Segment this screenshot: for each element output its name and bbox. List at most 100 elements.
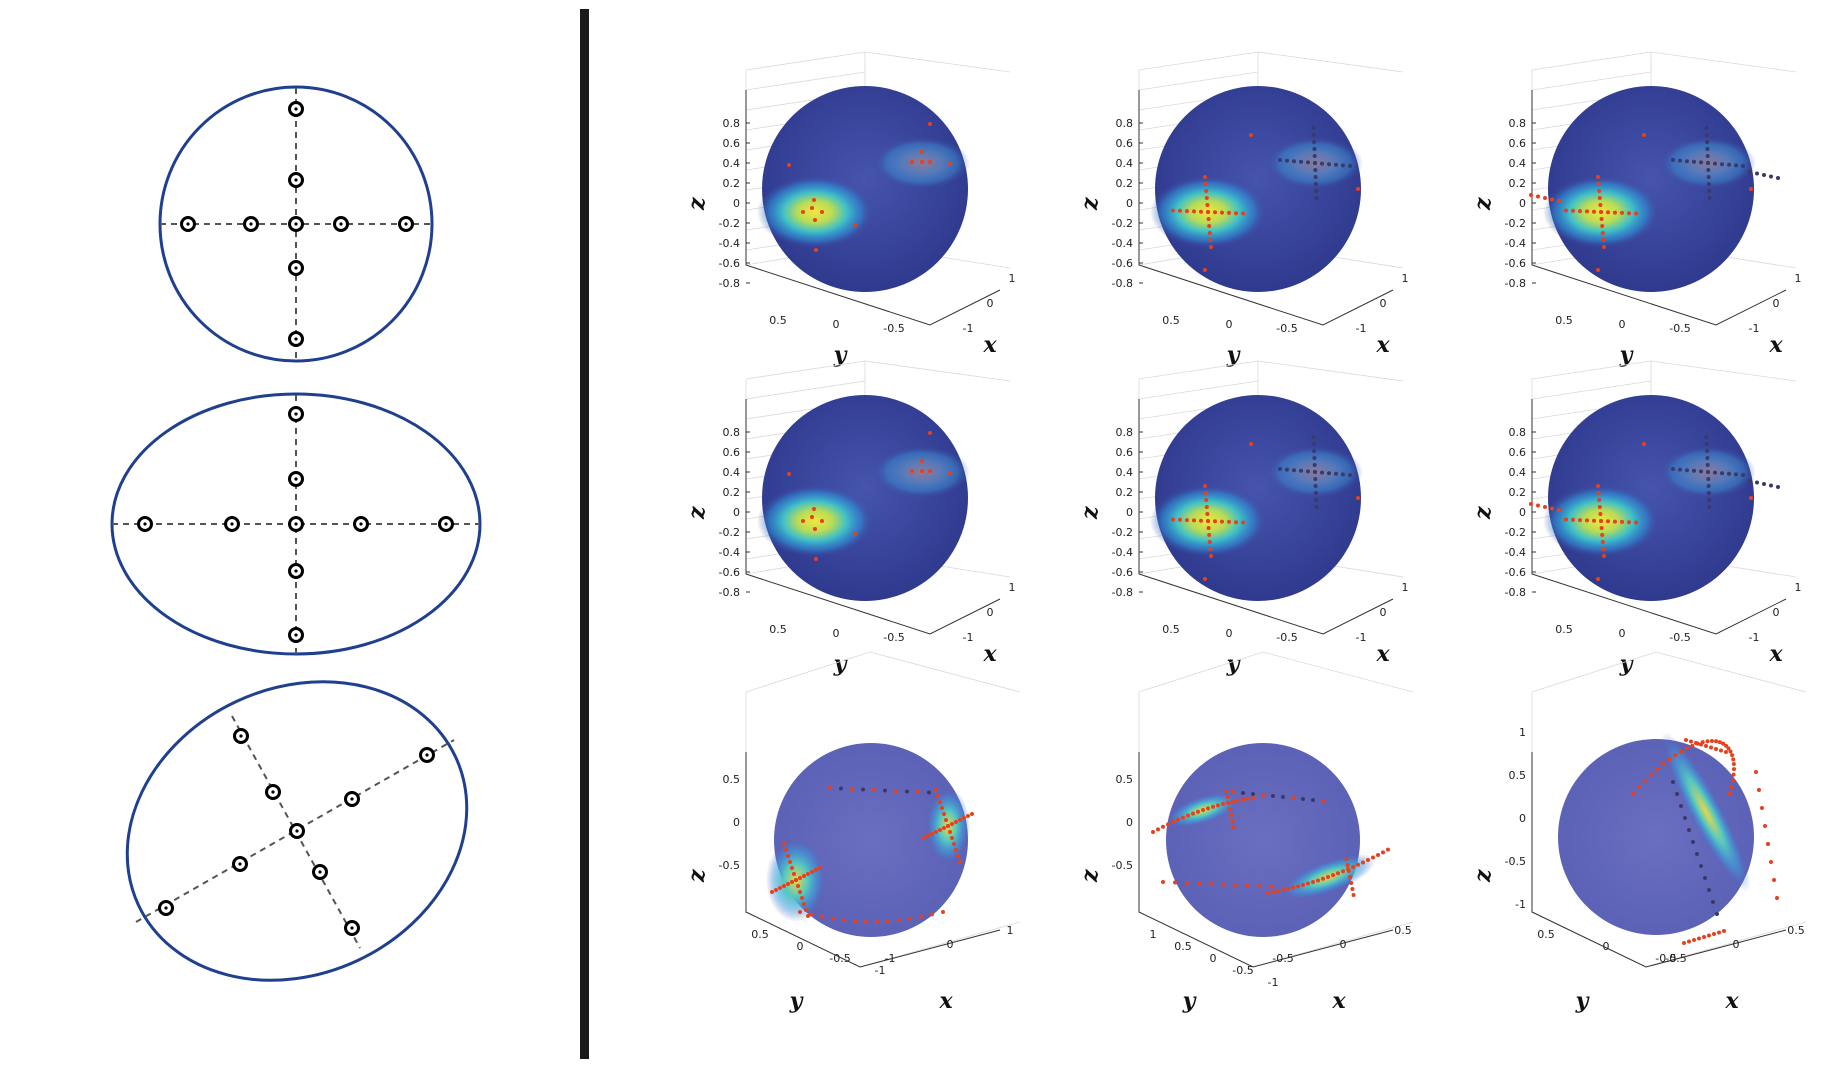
- data-dot: [1706, 168, 1711, 172]
- data-dot: [1769, 860, 1773, 864]
- marker-dot: [294, 477, 298, 481]
- hot-spot: [757, 176, 873, 248]
- data-dot: [894, 789, 898, 793]
- data-dot: [930, 832, 934, 836]
- data-dot: [1599, 210, 1603, 214]
- y-tick-label: 0.5: [769, 314, 787, 327]
- y-tick-label: -0.5: [1232, 964, 1253, 977]
- data-dot: [916, 790, 920, 794]
- data-dot: [1341, 163, 1345, 168]
- data-dot: [1722, 929, 1726, 933]
- data-dot: [1585, 209, 1589, 214]
- x-axis-label: x: [1331, 988, 1346, 1014]
- data-dot: [1713, 470, 1717, 475]
- data-dot: [1667, 757, 1672, 762]
- data-dot: [1661, 762, 1666, 767]
- data-dot: [1596, 175, 1600, 179]
- z-tick-label: 0.8: [1509, 426, 1527, 439]
- data-dot: [1312, 140, 1317, 144]
- data-dot: [790, 880, 794, 884]
- data-dot: [1327, 471, 1331, 476]
- data-dot: [1199, 518, 1203, 523]
- data-dot: [1186, 813, 1190, 818]
- data-dot: [1613, 519, 1617, 524]
- data-dot: [1171, 517, 1175, 522]
- data-dot: [1655, 767, 1660, 772]
- data-dot: [872, 788, 876, 792]
- data-dot: [801, 519, 805, 523]
- data-dot: [1204, 505, 1209, 509]
- z-tick-label: 0.6: [1509, 137, 1527, 150]
- data-dot: [1301, 883, 1305, 887]
- sphere-plot: 0.80.60.40.20-0.2-0.4-0.6-0.80.5 0 -0.510-…: [1077, 51, 1409, 368]
- data-dot: [1536, 194, 1540, 199]
- data-dot: [1714, 747, 1718, 751]
- data-dot: [926, 834, 930, 838]
- marker-dot: [271, 790, 275, 794]
- x-tick-label: 0: [987, 606, 994, 619]
- data-dot: [1296, 884, 1300, 889]
- data-dot: [1213, 519, 1217, 524]
- data-dot: [1231, 799, 1235, 804]
- y-tick-label: -0.5: [883, 631, 904, 644]
- z-tick-label: 0.4: [1116, 157, 1134, 170]
- z-tick-label: -0.2: [1505, 526, 1526, 539]
- z-tick-label: 0.5: [1509, 769, 1527, 782]
- data-dot: [954, 848, 958, 852]
- data-dot: [1197, 881, 1201, 886]
- z-tick-label: 0: [1126, 506, 1133, 519]
- y-tick-label: 0.5: [769, 623, 787, 636]
- x-tick-label: 1: [1007, 924, 1014, 937]
- data-dot: [1327, 162, 1331, 167]
- x-tick-label: 1: [1009, 581, 1016, 594]
- x-axis-label: x: [982, 641, 997, 667]
- schematic-rotated-ellipse: [125, 680, 469, 982]
- data-dot: [1173, 880, 1177, 885]
- data-dot: [1678, 158, 1682, 163]
- data-dot: [1314, 505, 1319, 509]
- data-dot: [1249, 442, 1253, 446]
- data-dot: [1704, 435, 1709, 439]
- data-dot: [1221, 802, 1225, 806]
- data-dot: [812, 198, 816, 202]
- data-dot: [1702, 935, 1706, 939]
- data-dot: [1231, 825, 1236, 829]
- y-axis-label: y: [1619, 651, 1635, 677]
- data-dot: [794, 878, 798, 882]
- z-tick-label: 0.2: [1116, 177, 1134, 190]
- data-dot: [1717, 930, 1721, 935]
- z-tick-label: 0.2: [1509, 177, 1527, 190]
- data-dot: [1606, 210, 1610, 215]
- grid-line: [1138, 71, 1259, 91]
- data-dot: [1320, 161, 1324, 166]
- data-dot: [770, 890, 774, 894]
- data-dot: [1349, 881, 1354, 885]
- data-dot: [1707, 888, 1711, 892]
- data-dot: [962, 816, 966, 820]
- data-dot: [1731, 767, 1736, 772]
- data-dot: [1596, 182, 1601, 186]
- data-dot: [1311, 435, 1316, 439]
- z-tick-label: -0.8: [1505, 586, 1526, 599]
- data-dot: [938, 800, 942, 804]
- x-axis-label: x: [1768, 332, 1783, 358]
- data-dot: [1699, 742, 1703, 747]
- data-dot: [1233, 883, 1237, 887]
- x-tick-label: 0: [1733, 938, 1740, 951]
- data-dot: [1683, 816, 1687, 820]
- data-dot: [1207, 224, 1212, 228]
- data-dot: [801, 210, 805, 214]
- data-dot: [810, 206, 814, 210]
- data-dot: [1320, 470, 1324, 475]
- data-dot: [1690, 743, 1695, 748]
- data-dot: [820, 210, 824, 214]
- z-tick-label: -0.4: [719, 237, 740, 250]
- data-dot: [1351, 865, 1355, 869]
- x-tick-label: -1: [1749, 631, 1760, 644]
- data-dot: [1760, 806, 1764, 810]
- marker-dot: [294, 569, 298, 573]
- y-tick-label: -0.5: [829, 952, 850, 965]
- data-dot: [1286, 886, 1290, 891]
- data-dot: [1706, 161, 1710, 165]
- data-dot: [1206, 217, 1211, 221]
